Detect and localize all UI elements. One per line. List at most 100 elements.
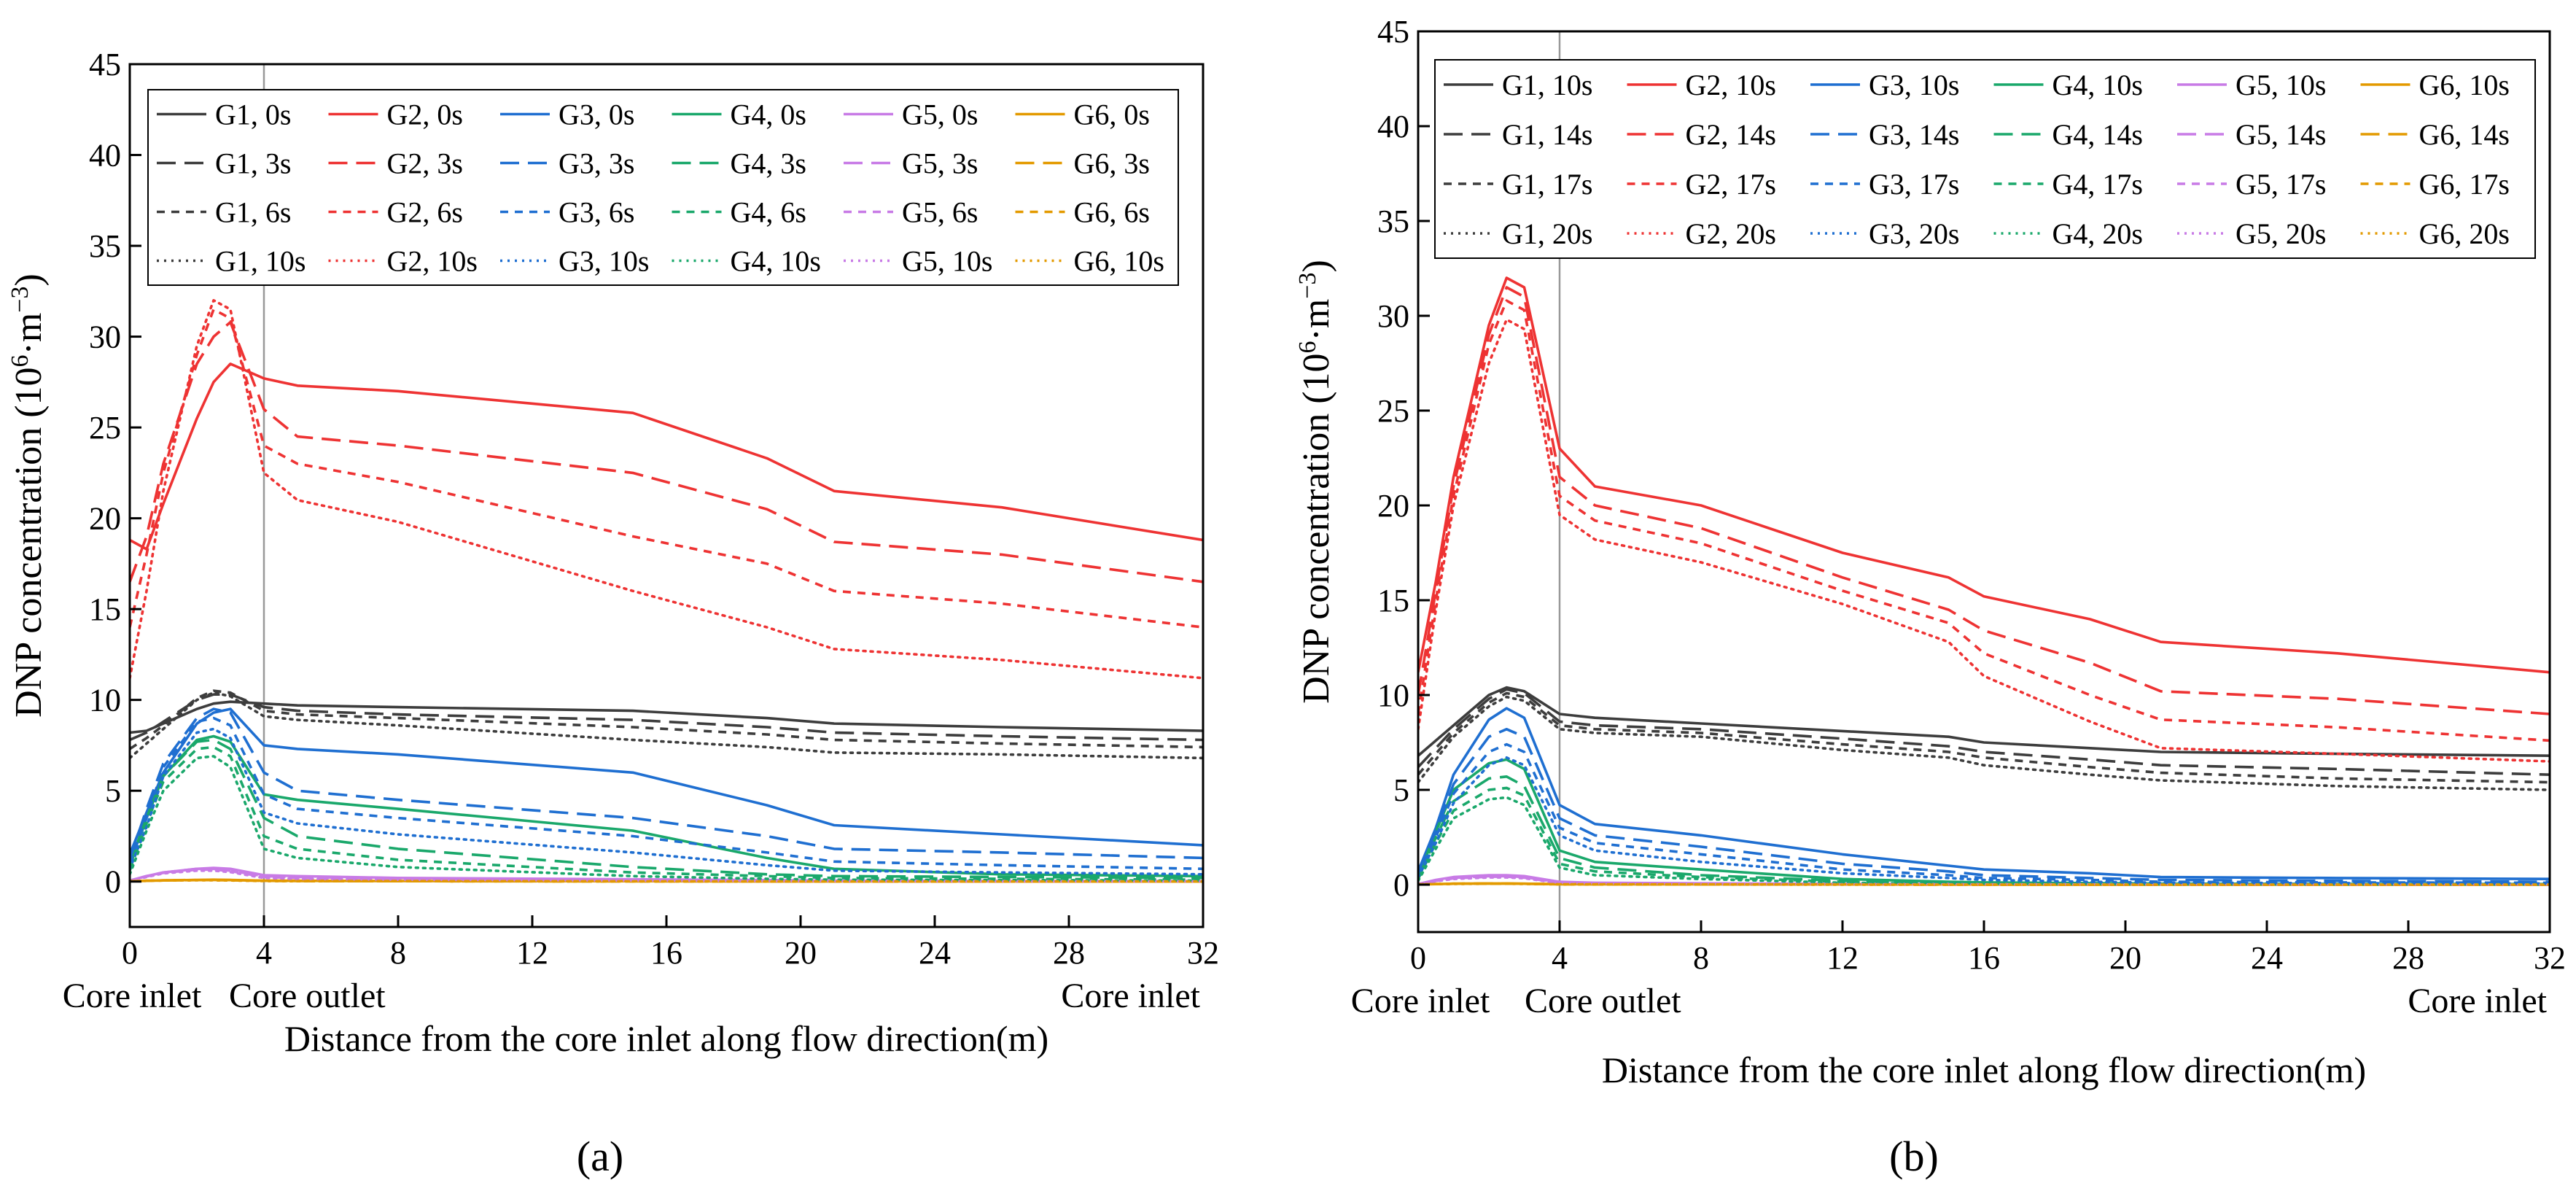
legend-entry: G3, 6s	[500, 196, 634, 229]
series-line-g4-10s	[130, 755, 1203, 882]
x-tick-label: 28	[2392, 940, 2424, 976]
legend-label: G5, 3s	[902, 147, 978, 180]
series-line-g3-6s	[130, 716, 1203, 871]
legend-label: G2, 20s	[1686, 217, 1776, 250]
legend-entry: G4, 6s	[672, 196, 806, 229]
legend-label: G1, 10s	[1502, 69, 1592, 101]
legend-label: G5, 0s	[902, 98, 978, 131]
legend-entry: G4, 20s	[1993, 217, 2143, 250]
series-line-g1-6s	[130, 689, 1203, 750]
legend-label: G3, 10s	[1869, 69, 1959, 101]
legend-label: G1, 14s	[1502, 118, 1592, 151]
legend-label: G4, 14s	[2052, 118, 2143, 151]
x-tick-label: 24	[2251, 940, 2283, 976]
legend-label: G5, 10s	[2235, 69, 2326, 101]
series-line-g1-10s	[130, 691, 1203, 760]
location-label-core-inlet-end: Core inlet	[2408, 982, 2547, 1020]
y-tick-label: 10	[1377, 678, 1409, 713]
legend-entry: G3, 3s	[500, 147, 634, 180]
legend-entry: G4, 0s	[672, 98, 806, 131]
series-line-g4-17s	[1418, 786, 2550, 886]
legend-entry: G6, 14s	[2360, 118, 2510, 151]
legend-entry: G5, 10s	[2177, 69, 2326, 101]
x-tick-label: 20	[785, 935, 817, 971]
legend-label: G3, 10s	[559, 245, 649, 278]
legend-label: G2, 17s	[1686, 168, 1776, 201]
legend-entry: G6, 20s	[2360, 217, 2510, 250]
legend-entry: G4, 10s	[672, 245, 821, 278]
panel-label: (a)	[577, 1133, 623, 1180]
legend-label: G4, 3s	[731, 147, 806, 180]
x-tick-label: 32	[1187, 935, 1219, 971]
legend-entry: G4, 14s	[1993, 118, 2143, 151]
y-tick-label: 5	[105, 773, 121, 809]
legend-label: G2, 6s	[387, 196, 463, 229]
legend-entry: G1, 10s	[1444, 69, 1592, 101]
legend-label: G4, 10s	[731, 245, 821, 278]
legend-entry: G5, 3s	[844, 147, 978, 180]
legend-entry: G5, 17s	[2177, 168, 2326, 201]
legend-label: G4, 6s	[731, 196, 806, 229]
legend-entry: G3, 14s	[1810, 118, 1959, 151]
legend-entry: G4, 10s	[1993, 69, 2143, 101]
panel-label: (b)	[1889, 1133, 1939, 1180]
legend-label: G2, 10s	[387, 245, 478, 278]
x-tick-label: 0	[1410, 940, 1426, 976]
legend-box	[1434, 59, 2536, 259]
legend-entry: G6, 0s	[1015, 98, 1150, 131]
legend-entry: G5, 20s	[2177, 217, 2326, 250]
x-tick-label: 12	[1826, 940, 1859, 976]
legend-label: G4, 10s	[2052, 69, 2143, 101]
legend-entry: G2, 14s	[1627, 118, 1776, 151]
legend-label: G1, 20s	[1502, 217, 1592, 250]
y-tick-label: 45	[89, 47, 121, 82]
y-tick-label: 25	[89, 410, 121, 446]
legend-entry: G2, 17s	[1627, 168, 1776, 201]
panel-a: 0 5 10 15 20 25 30 35 40 45 0 4 8 12 16 20 24 28 32 Core in…	[7, 47, 1219, 1180]
series-line-g4-14s	[1418, 775, 2550, 886]
y-tick-label: 35	[89, 228, 121, 264]
series-line-g2-6s	[130, 308, 1203, 629]
x-tick-label: 16	[1968, 940, 2000, 976]
y-tick-label: 40	[89, 138, 121, 174]
series-line-g2-20s	[1418, 318, 2550, 763]
x-tick-label: 28	[1053, 935, 1085, 971]
series-line-g3-14s	[1418, 728, 2550, 883]
series-line-g2-14s	[1418, 286, 2550, 715]
legend-label: G5, 6s	[902, 196, 978, 229]
location-label-core-inlet-start: Core inlet	[1351, 982, 1490, 1020]
y-axis-label: DNP concentration (106·m−3)	[1294, 260, 1337, 704]
x-tick-label: 32	[2534, 940, 2566, 976]
legend-label: G1, 17s	[1502, 168, 1592, 201]
legend-label: G1, 0s	[215, 98, 291, 131]
legend-label: G4, 0s	[731, 98, 806, 131]
legend-label: G2, 10s	[1686, 69, 1776, 101]
y-tick-label: 0	[105, 864, 121, 900]
series-line-g1-14s	[1418, 688, 2550, 776]
legend-label: G2, 14s	[1686, 118, 1776, 151]
series-line-g3-0s	[130, 707, 1203, 855]
legend-entry: G6, 3s	[1015, 147, 1150, 180]
series-line-g3-20s	[1418, 756, 2550, 885]
legend-entry: G6, 17s	[2360, 168, 2510, 201]
legend-entry: G3, 20s	[1810, 217, 1959, 250]
series-lines	[1418, 276, 2550, 886]
location-label-core-inlet-end: Core inlet	[1061, 977, 1200, 1015]
series-line-g2-3s	[130, 320, 1203, 583]
legend-entry: G2, 3s	[328, 147, 463, 180]
series-line-g1-10s	[1418, 686, 2550, 757]
series-line-g3-3s	[130, 707, 1203, 861]
y-tick-label: 30	[1377, 298, 1409, 334]
series-line-g1-3s	[130, 693, 1203, 742]
x-tick-label: 0	[122, 935, 138, 971]
legend-entry: G2, 6s	[328, 196, 463, 229]
series-line-g2-10s	[1418, 276, 2550, 674]
series-line-g3-10s	[1418, 707, 2550, 880]
legend-entry: G1, 20s	[1444, 217, 1592, 250]
legend-label: G3, 6s	[559, 196, 634, 229]
legend-entry: G6, 6s	[1015, 196, 1150, 229]
series-line-g4-6s	[130, 745, 1203, 881]
legend-entry: G2, 10s	[328, 245, 478, 278]
legend-label: G2, 0s	[387, 98, 463, 131]
